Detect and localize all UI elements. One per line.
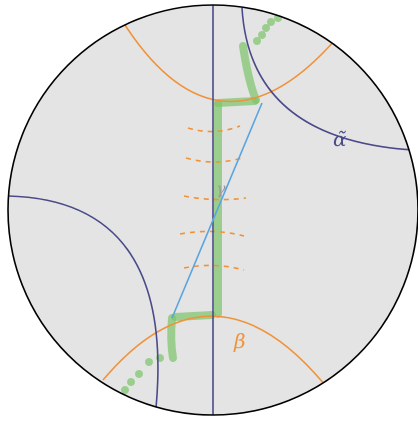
green-bottom-arc [167,314,177,362]
blue-segment [171,102,263,319]
disk-boundary [7,4,418,416]
purple-arc-top [241,7,415,151]
alpha-label: α̃ [333,127,347,151]
green-bottom [171,311,216,321]
orange-arc-top [124,24,336,103]
gamma-label: γ [216,179,226,198]
geodesics [8,5,415,415]
beta-label: β [233,329,246,353]
green-top-arc [239,42,260,104]
purple-arc-left [8,195,159,409]
